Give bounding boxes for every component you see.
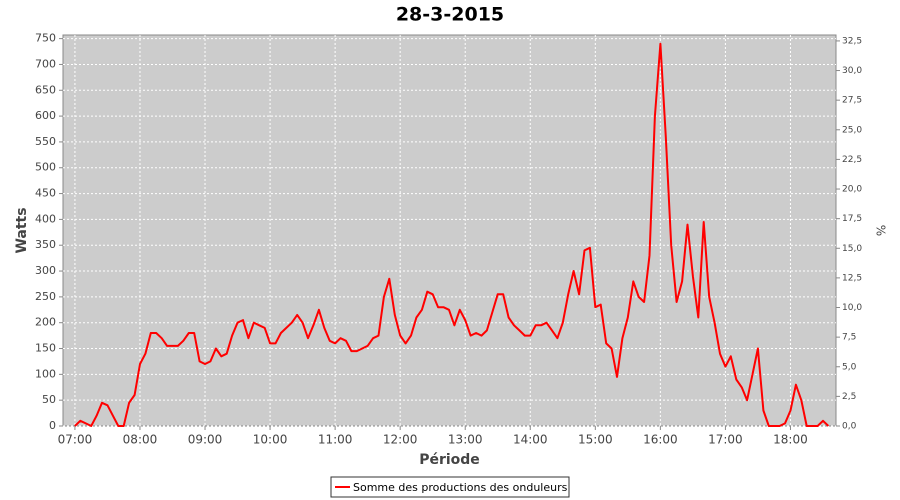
y-tick-label: 750 xyxy=(35,32,56,45)
x-tick-label: 14:00 xyxy=(513,433,548,447)
y-tick-label: 250 xyxy=(35,290,56,303)
chart-title: 28-3-2015 xyxy=(396,4,504,26)
x-tick-label: 15:00 xyxy=(578,433,613,447)
line-series xyxy=(74,42,830,427)
x-tick-label: 17:00 xyxy=(708,433,743,447)
y-tick-label: 0 xyxy=(49,419,56,432)
plot-area xyxy=(62,34,837,427)
x-tick-label: 10:00 xyxy=(253,433,288,447)
y-tick-label: 550 xyxy=(35,135,56,148)
y-tick-label: 200 xyxy=(35,316,56,329)
x-axis-label: Période xyxy=(419,452,480,468)
y-tick-label: 350 xyxy=(35,238,56,251)
y2-tick-label: 25,0 xyxy=(842,125,862,135)
y2-tick-label: 17,5 xyxy=(842,214,862,224)
x-tick-label: 08:00 xyxy=(123,433,158,447)
y2-tick-label: 30,0 xyxy=(842,66,862,76)
y-tick-label: 600 xyxy=(35,109,56,122)
y-tick-label: 100 xyxy=(35,367,56,380)
legend-label: Somme des productions des onduleurs xyxy=(353,481,568,494)
y2-tick-label: 5,0 xyxy=(842,362,857,372)
x-tick-label: 09:00 xyxy=(188,433,223,447)
y2-axis-label: % xyxy=(874,225,888,236)
y2-tick-label: 2,5 xyxy=(842,392,856,402)
y-tick-label: 50 xyxy=(42,393,56,406)
x-tick-label: 13:00 xyxy=(448,433,483,447)
x-tick-label: 11:00 xyxy=(318,433,353,447)
x-tick-label: 12:00 xyxy=(383,433,418,447)
y-tick-label: 300 xyxy=(35,264,56,277)
x-tick-label: 07:00 xyxy=(58,433,93,447)
y-axis-label: Watts xyxy=(14,207,30,253)
x-tick-label: 18:00 xyxy=(773,433,808,447)
y2-tick-label: 22,5 xyxy=(842,155,862,165)
y-tick-label: 150 xyxy=(35,342,56,355)
y2-tick-label: 0,0 xyxy=(842,422,857,432)
y2-tick-label: 32,5 xyxy=(842,36,862,46)
y-tick-label: 400 xyxy=(35,212,56,225)
legend-box xyxy=(330,476,570,498)
y2-tick-label: 12,5 xyxy=(842,273,862,283)
y2-tick-label: 20,0 xyxy=(842,185,862,195)
y2-tick-label: 15,0 xyxy=(842,244,862,254)
y2-tick-label: 10,0 xyxy=(842,303,862,313)
y-tick-label: 700 xyxy=(35,57,56,70)
y-tick-label: 500 xyxy=(35,161,56,174)
y2-tick-label: 27,5 xyxy=(842,96,862,106)
y-tick-label: 450 xyxy=(35,187,56,200)
x-tick-label: 16:00 xyxy=(643,433,678,447)
y2-tick-label: 7,5 xyxy=(842,333,856,343)
y-tick-label: 650 xyxy=(35,83,56,96)
